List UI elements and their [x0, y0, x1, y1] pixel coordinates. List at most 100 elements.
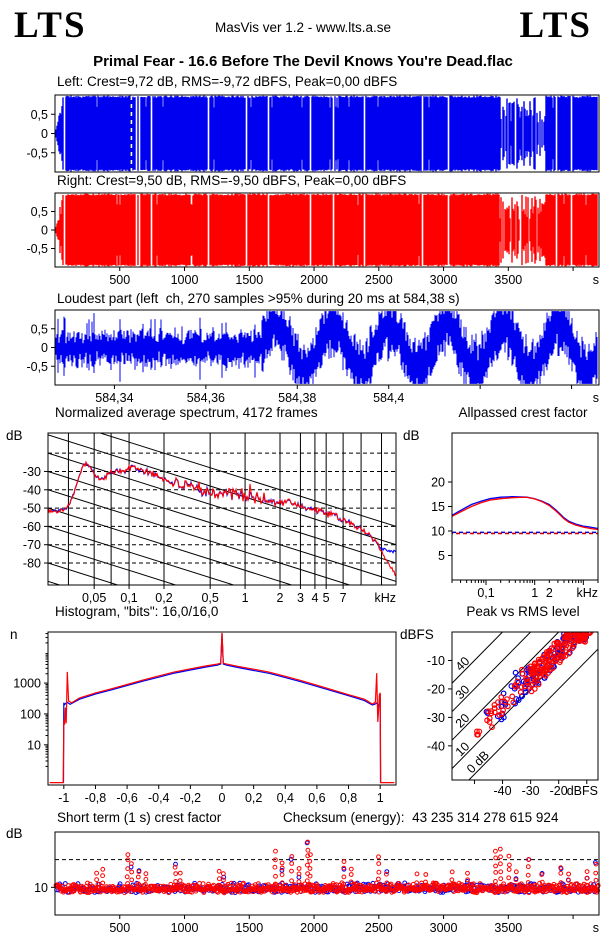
tick-label: 0 [219, 791, 226, 805]
tick-label: -0,5 [26, 242, 48, 256]
wave_right-plot: 0,5 0 -0,5 500 1000 1500 2000 2500 3000 3500 s [26, 192, 600, 287]
tick-label: s [593, 273, 599, 287]
tick-label: -10 [427, 654, 445, 668]
tick-label: 584,4 [373, 391, 404, 405]
tick-label: 584,34 [95, 391, 133, 405]
short-crest-ylabel: dB [6, 826, 23, 841]
tick-label: 1000 [171, 273, 199, 287]
tick-label: -40 [23, 483, 41, 497]
tick-label: 30 [453, 682, 473, 702]
tick-label: -30 [23, 465, 41, 479]
tick-label: 584,36 [187, 391, 225, 405]
allpass-title: Allpassed crest factor [458, 405, 588, 420]
tick-label: -0,8 [85, 791, 107, 805]
tick-label: 0,2 [155, 591, 172, 605]
tick-label: 3000 [430, 921, 458, 935]
tick-label: 2000 [300, 921, 328, 935]
tick-label: s [593, 391, 599, 405]
tick-label: -50 [23, 502, 41, 516]
tick-label: -30 [522, 784, 540, 798]
tick-label: 0,6 [308, 791, 325, 805]
histogram-ylabel: n [10, 627, 18, 642]
tick-label: 1500 [235, 273, 263, 287]
tick-label: -70 [23, 538, 41, 552]
short-crest-title: Short term (1 s) crest factor [57, 810, 222, 825]
tick-label: 1000 [13, 677, 41, 691]
tick-label: -20 [550, 784, 568, 798]
track-title: Primal Fear - 16.6 Before The Devil Know… [93, 53, 513, 70]
tick-label: -0,6 [116, 791, 138, 805]
tick-label: -1 [58, 791, 69, 805]
app-version-text: MasVis ver 1.2 - www.lts.a.se [214, 20, 392, 35]
tick-label: 40 [453, 654, 473, 674]
tick-label: 7 [340, 591, 347, 605]
right-channel-stats: Right: Crest=9,50 dB, RMS=-9,50 dBFS, Pe… [57, 173, 407, 188]
tick-label: 10 [27, 738, 41, 752]
tick-label: 2500 [365, 921, 393, 935]
tick-label: 0,05 [82, 591, 106, 605]
histogram-plot: 10 100 1000 -1 -0,8 -0,6 -0,4 -0,2 0 0,2 0,4 0,6 0,8… [13, 631, 397, 805]
tick-label: dBFS [567, 784, 598, 798]
left-channel-stats: Left: Crest=9,72 dB, RMS=-9,72 dBFS, Pea… [57, 74, 398, 89]
tick-label: 15 [431, 500, 445, 514]
tick-label: -80 [23, 557, 41, 571]
tick-label: s [593, 921, 599, 935]
tick-label: 3 [297, 591, 304, 605]
tick-label: -0,2 [180, 791, 202, 805]
tick-label: 0,2 [245, 791, 262, 805]
tick-label: 20 [431, 476, 445, 490]
tick-label: 4 [311, 591, 318, 605]
tick-label: 500 [109, 921, 130, 935]
tick-label: 0,1 [120, 591, 137, 605]
tick-label: 3000 [430, 273, 458, 287]
spectrum-title: Normalized average spectrum, 4172 frames [55, 405, 318, 420]
tick-label: kHz [374, 591, 396, 605]
tick-label: 0,5 [31, 205, 48, 219]
checksum-value: 43 235 314 278 615 924 [412, 810, 559, 825]
wave_left-plot: 0,5 0 -0,5 [26, 94, 600, 173]
tick-label: 0 [41, 127, 48, 141]
tick-label: 3500 [494, 273, 522, 287]
tick-label: -0,5 [26, 360, 48, 374]
checksum-label: Checksum (energy): [283, 810, 405, 825]
tick-label: 0,4 [277, 791, 294, 805]
tick-label: 0,5 [31, 108, 48, 122]
tick-label: 584,38 [278, 391, 316, 405]
tick-label: 20 [453, 711, 473, 731]
tick-label: 2500 [365, 273, 393, 287]
histogram-title: Histogram, "bits": 16,0/16,0 [55, 604, 219, 619]
tick-label: 5 [438, 549, 445, 563]
tick-label: 0,8 [340, 791, 357, 805]
tick-label: -20 [427, 682, 445, 696]
peak-vs-rms-title: Peak vs RMS level [466, 604, 580, 619]
short-crest-plot: 10 500 1000 1500 2000 2500 3000 3500 s [34, 831, 601, 935]
loudest-plot: 0,5 0 -0,5 584,34 584,36 584,38 584,4 s [26, 309, 600, 405]
tick-label: 1500 [235, 921, 263, 935]
tick-label: 100 [20, 707, 41, 721]
lts-logo-right: LTS [519, 5, 592, 46]
tick-label: -0,4 [148, 791, 170, 805]
tick-label: -30 [427, 711, 445, 725]
allpass-plot: 5 10 15 20 0,1 1 2 kHz [431, 432, 599, 600]
tick-label: 0,1 [477, 586, 494, 600]
lts-logo-left: LTS [14, 5, 87, 46]
tick-label: kHz [576, 586, 598, 600]
tick-label: -60 [23, 520, 41, 534]
tick-label: 1 [377, 791, 384, 805]
tick-label: 3500 [494, 921, 522, 935]
tick-label: 5 [323, 591, 330, 605]
tick-label: 10 [431, 525, 445, 539]
tick-label: 2 [277, 591, 284, 605]
tick-label: 500 [109, 273, 130, 287]
tick-label: 2 [546, 586, 553, 600]
tick-label: 0 [41, 341, 48, 355]
allpass-ylabel: dB [403, 428, 420, 443]
tick-label: 10 [453, 739, 473, 759]
checksum-line: Checksum (energy): 43 235 314 278 615 92… [283, 810, 558, 825]
tick-label: 2000 [300, 273, 328, 287]
spectrum-ylabel: dB [6, 428, 23, 443]
tick-label: -0,5 [26, 146, 48, 160]
tick-label: 0,5 [31, 322, 48, 336]
tick-label: -40 [427, 739, 445, 753]
